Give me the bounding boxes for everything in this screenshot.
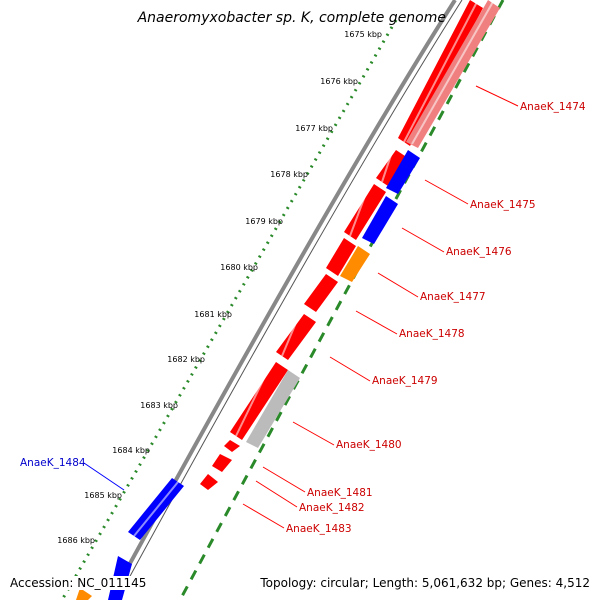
tick-label: 1683 kbp bbox=[140, 401, 178, 410]
gene-orange-bottom[interactable] bbox=[76, 588, 92, 600]
gene-label-1474[interactable]: AnaeK_1474 bbox=[520, 101, 586, 113]
gene-label-1479[interactable]: AnaeK_1479 bbox=[372, 375, 438, 387]
tick-label: 1680 kbp bbox=[220, 263, 258, 272]
callout-lines bbox=[242, 85, 519, 529]
gene-labels: AnaeK_1474 AnaeK_1475 AnaeK_1476 AnaeK_1… bbox=[20, 101, 586, 535]
gene-1477[interactable] bbox=[340, 246, 370, 282]
inner-dotted-track bbox=[178, 0, 505, 600]
gene-1480[interactable] bbox=[246, 370, 300, 448]
gene-1482-block[interactable] bbox=[212, 454, 232, 472]
gene-highlights bbox=[133, 0, 495, 537]
scale-ticks: 1675 kbp 1676 kbp 1677 kbp 1678 kbp 1679… bbox=[57, 30, 382, 545]
gene-label-1481[interactable]: AnaeK_1481 bbox=[307, 487, 373, 499]
tick-label: 1676 kbp bbox=[320, 77, 358, 86]
gene-1477-block[interactable] bbox=[326, 238, 356, 276]
map-title: Anaeromyxobacter sp. K, complete genome bbox=[137, 10, 446, 26]
tick-label: 1675 kbp bbox=[344, 30, 382, 39]
tick-label: 1677 kbp bbox=[295, 124, 333, 133]
gene-label-1482[interactable]: AnaeK_1482 bbox=[299, 502, 365, 514]
gene-1478-block[interactable] bbox=[304, 274, 338, 312]
gene-1475[interactable] bbox=[386, 150, 420, 194]
tick-label: 1684 kbp bbox=[112, 446, 150, 455]
accession-text: Accession: NC_011145 bbox=[8, 576, 149, 590]
gene-label-1476[interactable]: AnaeK_1476 bbox=[446, 246, 512, 258]
gene-label-1477[interactable]: AnaeK_1477 bbox=[420, 291, 486, 303]
tick-label: 1681 kbp bbox=[194, 310, 232, 319]
gene-1476[interactable] bbox=[362, 196, 398, 244]
gene-label-1478[interactable]: AnaeK_1478 bbox=[399, 328, 465, 340]
gene-label-1483[interactable]: AnaeK_1483 bbox=[286, 523, 352, 535]
genome-backbone-inner bbox=[116, 0, 463, 600]
gene-label-1480[interactable]: AnaeK_1480 bbox=[336, 439, 402, 451]
callout-line-1484 bbox=[83, 462, 125, 491]
gene-label-1484[interactable]: AnaeK_1484 bbox=[20, 457, 86, 469]
tick-label: 1682 kbp bbox=[167, 355, 205, 364]
gene-label-1475[interactable]: AnaeK_1475 bbox=[470, 199, 536, 211]
topology-text: Topology: circular; Length: 5,061,632 bp… bbox=[258, 576, 592, 590]
tick-label: 1679 kbp bbox=[245, 217, 283, 226]
tick-label: 1685 kbp bbox=[84, 491, 122, 500]
tick-label: 1686 kbp bbox=[57, 536, 95, 545]
gene-1481-block[interactable] bbox=[224, 440, 240, 452]
gene-1483-block[interactable] bbox=[200, 474, 218, 490]
tick-label: 1678 kbp bbox=[270, 170, 308, 179]
